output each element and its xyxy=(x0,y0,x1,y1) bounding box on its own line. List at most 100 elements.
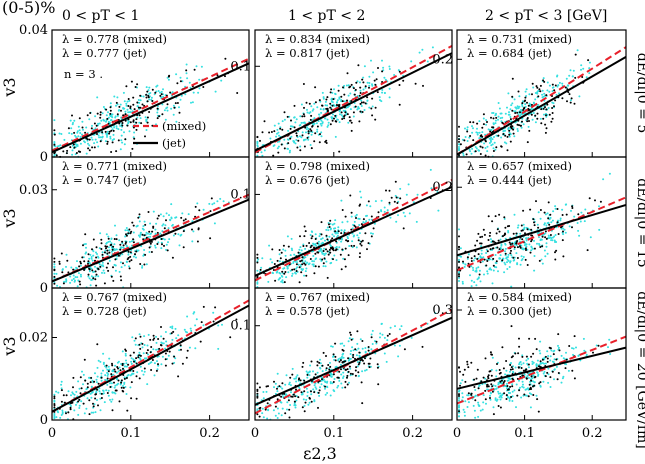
lambda-jet-label: λ = 0.578 (jet) xyxy=(265,304,350,318)
jet-event-point xyxy=(83,358,86,361)
mixed-event-point xyxy=(322,252,325,255)
mixed-event-point xyxy=(537,211,540,214)
mixed-event-point xyxy=(320,131,323,134)
mixed-event-point xyxy=(274,414,277,417)
jet-event-point xyxy=(326,238,329,241)
jet-event-point xyxy=(527,395,530,398)
mixed-event-point xyxy=(532,112,535,114)
mixed-event-point xyxy=(418,51,421,54)
mixed-event-point xyxy=(583,220,586,223)
mixed-event-point xyxy=(513,98,516,101)
mixed-event-point xyxy=(88,257,91,260)
jet-event-point xyxy=(106,252,109,255)
mixed-event-point xyxy=(321,370,324,373)
mixed-event-point xyxy=(489,267,492,270)
mixed-event-point xyxy=(110,382,113,385)
mixed-event-point xyxy=(304,256,307,259)
mixed-event-point xyxy=(121,242,124,245)
mixed-event-point xyxy=(580,64,583,67)
mixed-event-point xyxy=(547,107,550,109)
mixed-event-point xyxy=(459,382,462,385)
mixed-event-point xyxy=(474,394,477,397)
jet-event-point xyxy=(162,337,165,340)
jet-event-point xyxy=(528,337,531,340)
mixed-event-point xyxy=(363,109,366,111)
jet-event-point xyxy=(258,386,261,389)
mixed-event-point xyxy=(477,277,480,280)
mixed-event-point xyxy=(141,265,144,267)
jet-event-point xyxy=(151,230,154,233)
jet-event-point xyxy=(310,360,313,363)
jet-event-point xyxy=(67,411,70,414)
mixed-event-point xyxy=(364,347,367,349)
mixed-event-point xyxy=(585,353,588,356)
mixed-event-point xyxy=(319,386,321,389)
mixed-event-point xyxy=(90,385,93,388)
jet-event-point xyxy=(586,249,589,252)
mixed-event-point xyxy=(180,233,183,236)
row-label-2: dE/dl|0 = 15 xyxy=(634,178,645,267)
jet-event-point xyxy=(127,232,130,235)
mixed-event-point xyxy=(319,122,322,125)
jet-event-point xyxy=(92,277,95,280)
mixed-event-point xyxy=(175,73,178,76)
jet-event-point xyxy=(588,197,591,200)
mixed-event-point xyxy=(312,370,314,373)
jet-event-point xyxy=(291,373,294,376)
mixed-event-point xyxy=(362,76,365,79)
mixed-event-point xyxy=(91,391,93,394)
jet-event-point xyxy=(344,247,347,250)
jet-event-point xyxy=(127,363,130,366)
mixed-event-point xyxy=(83,412,86,415)
mixed-event-point xyxy=(366,81,369,84)
mixed-event-point xyxy=(132,372,135,375)
jet-event-point xyxy=(53,143,56,146)
mixed-event-point xyxy=(538,236,540,239)
mixed-event-point xyxy=(541,362,544,364)
mixed-event-point xyxy=(281,387,284,390)
mixed-event-point xyxy=(494,261,497,264)
jet-event-point xyxy=(305,244,308,247)
mixed-event-point xyxy=(346,220,349,223)
mixed-event-point xyxy=(513,243,516,246)
jet-event-point xyxy=(487,385,490,388)
jet-event-point xyxy=(548,223,551,226)
mixed-event-point xyxy=(461,379,464,382)
mixed-event-point xyxy=(80,400,83,403)
mixed-event-point xyxy=(150,96,153,99)
jet-event-point xyxy=(146,90,149,93)
mixed-event-point xyxy=(494,385,497,387)
mixed-event-point xyxy=(125,261,128,264)
mixed-event-point xyxy=(322,97,325,100)
mixed-event-point xyxy=(531,247,534,250)
jet-event-point xyxy=(179,344,182,347)
mixed-event-point xyxy=(313,400,316,403)
jet-event-point xyxy=(112,245,115,248)
mixed-event-point xyxy=(571,75,574,78)
mixed-event-point xyxy=(338,246,341,249)
mixed-event-point xyxy=(558,81,561,84)
jet-event-point xyxy=(550,120,553,123)
mixed-event-point xyxy=(111,113,114,116)
mixed-event-point xyxy=(289,254,292,257)
jet-event-point xyxy=(490,116,492,119)
mixed-event-point xyxy=(336,234,339,237)
mixed-event-point xyxy=(507,253,510,256)
jet-event-point xyxy=(501,235,504,238)
mixed-event-point xyxy=(71,391,74,394)
mixed-event-point xyxy=(500,120,503,123)
jet-event-point xyxy=(489,351,492,354)
mixed-event-point xyxy=(366,99,369,102)
mixed-event-point xyxy=(87,142,89,145)
jet-event-point xyxy=(334,355,337,358)
mixed-event-point xyxy=(473,281,476,284)
mixed-event-point xyxy=(426,60,429,63)
jet-event-point xyxy=(71,114,73,117)
jet-event-point xyxy=(535,200,537,203)
mixed-event-point xyxy=(474,270,477,273)
jet-event-point xyxy=(466,256,469,259)
jet-event-point xyxy=(87,262,89,265)
jet-event-point xyxy=(377,67,379,69)
mixed-event-point xyxy=(506,387,508,390)
mixed-event-point xyxy=(554,205,557,208)
